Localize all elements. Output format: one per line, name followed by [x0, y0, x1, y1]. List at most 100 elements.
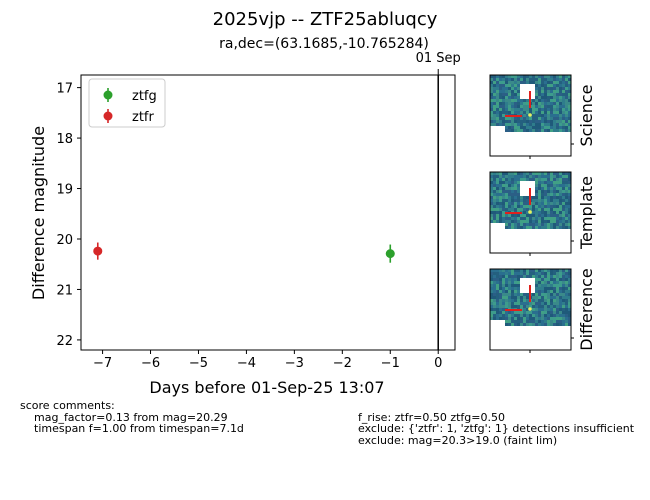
cutout-pixel [496, 211, 499, 214]
cutout-pixel [559, 93, 562, 96]
cutout-pixel [493, 269, 496, 272]
cutout-pixel [496, 281, 499, 284]
cutout-pixel [559, 196, 562, 199]
cutout-pixel [502, 117, 505, 120]
y-axis-label: Difference magnitude [29, 126, 48, 300]
cutout-pixel [535, 105, 538, 108]
reference-vline-label: 01 Sep [416, 51, 461, 66]
cutout-pixel [511, 117, 514, 120]
cutout-pixel [517, 208, 520, 211]
cutout-pixel [559, 217, 562, 220]
cutout-pixel [568, 178, 571, 181]
cutout-pixel [517, 81, 520, 84]
score-comment-right-3: exclude: mag=20.3>19.0 (faint lim) [358, 434, 558, 447]
cutout-pixel [547, 211, 550, 214]
cutout-pixel [538, 108, 541, 111]
cutout-pixel [517, 226, 520, 229]
cutout-pixel [517, 314, 520, 317]
cutout-pixel [565, 208, 568, 211]
cutout-pixel [544, 78, 547, 81]
cutout-pixel [499, 111, 502, 114]
cutout-pixel [529, 272, 532, 275]
cutout-pixel [538, 99, 541, 102]
cutout-pixel [550, 187, 553, 190]
cutout-pixel [532, 308, 535, 311]
cutout-pixel [553, 196, 556, 199]
cutout-pixel [550, 287, 553, 290]
cutout-pixel [526, 126, 529, 129]
cutout-pixel [547, 129, 550, 132]
cutout-pixel [499, 205, 502, 208]
cutout-pixel [493, 96, 496, 99]
cutout-pixel [541, 96, 544, 99]
cutout-pixel [565, 317, 568, 320]
cutout-pixel [562, 175, 565, 178]
cutout-pixel [538, 226, 541, 229]
cutout-pixel [508, 87, 511, 90]
cutout-pixel [556, 126, 559, 129]
cutout-pixel [538, 275, 541, 278]
cutout-pixel [562, 93, 565, 96]
cutout-pixel [511, 193, 514, 196]
cutout-pixel [532, 111, 535, 114]
cutout-pixel [559, 87, 562, 90]
cutout-pixel [568, 190, 571, 193]
cutout-pixel [508, 299, 511, 302]
cutout-pixel [541, 272, 544, 275]
cutout-pixel [508, 108, 511, 111]
cutout-pixel [508, 214, 511, 217]
cutout-pixel [514, 226, 517, 229]
cutout-pixel [535, 81, 538, 84]
cutout-pixel [532, 102, 535, 105]
cutout-pixel [496, 178, 499, 181]
cutout-pixel [565, 202, 568, 205]
cutout-pixel [568, 220, 571, 223]
cutout-pixel [493, 272, 496, 275]
cutout-pixel [538, 287, 541, 290]
cutout-pixel [517, 275, 520, 278]
cutout-pixel [553, 290, 556, 293]
cutout-pixel [532, 75, 535, 78]
cutout-pixel [490, 287, 493, 290]
cutout-pixel [532, 126, 535, 129]
cutout-pixel [523, 205, 526, 208]
cutout-pixel [517, 99, 520, 102]
cutout-pixel [523, 202, 526, 205]
cutout-pixel [508, 202, 511, 205]
cutout-pixel [505, 317, 508, 320]
cutout-pixel [538, 75, 541, 78]
cutout-pixel [508, 284, 511, 287]
cutout-pixel [568, 78, 571, 81]
cutout-pixel [556, 199, 559, 202]
cutout-pixel [493, 123, 496, 126]
cutout-pixel [526, 320, 529, 323]
cutout-pixel [508, 196, 511, 199]
cutout-pixel [562, 114, 565, 117]
cutout-pixel [505, 181, 508, 184]
cutout-pixel [547, 78, 550, 81]
cutout-pixel [505, 290, 508, 293]
cutout-pixel [505, 187, 508, 190]
cutout-pixel [499, 102, 502, 105]
cutout-pixel [505, 214, 508, 217]
cutout-pixel [517, 196, 520, 199]
cutout-pixel [520, 205, 523, 208]
cutout-pixel [511, 87, 514, 90]
cutout-pixel [535, 311, 538, 314]
cutout-pixel [562, 202, 565, 205]
cutout-pixel [490, 187, 493, 190]
cutout-pixel [562, 90, 565, 93]
cutout-pixel [496, 102, 499, 105]
cutout-pixel [508, 311, 511, 314]
cutout-pixel [544, 96, 547, 99]
cutout-pixel [541, 99, 544, 102]
cutout-pixel [517, 111, 520, 114]
cutout-pixel [520, 223, 523, 226]
cutout-pixel [508, 93, 511, 96]
cutout-pixel [502, 205, 505, 208]
cutout-pixel [508, 217, 511, 220]
cutout-pixel [508, 199, 511, 202]
cutout-pixel [565, 84, 568, 87]
cutout-pixel [553, 126, 556, 129]
cutout-pixel [565, 278, 568, 281]
